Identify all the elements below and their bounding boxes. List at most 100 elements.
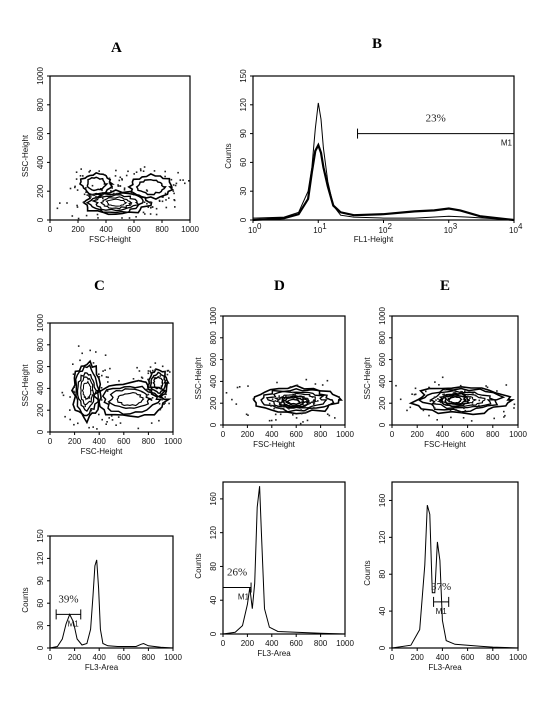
outlier-event-d bbox=[312, 400, 315, 402]
outlier-event-c bbox=[73, 423, 75, 426]
outlier-event-e bbox=[453, 389, 455, 392]
outlier-event-d bbox=[289, 391, 291, 393]
outlier-event-a bbox=[59, 202, 61, 204]
outlier-event-c bbox=[169, 371, 171, 373]
y-tick-label-a: 800 bbox=[36, 98, 45, 112]
x-tick-label-d2: 800 bbox=[314, 639, 328, 648]
y-axis-title-c2: Counts bbox=[21, 587, 30, 612]
x-tick-label-e: 200 bbox=[411, 430, 425, 439]
outlier-event-d bbox=[306, 419, 309, 422]
outlier-event-d bbox=[302, 421, 304, 423]
y-tick-label-b: 30 bbox=[239, 186, 248, 195]
gate-label-d2: M1 bbox=[238, 593, 250, 602]
outlier-event-a bbox=[142, 170, 145, 172]
outlier-event-d bbox=[291, 391, 294, 394]
outlier-event-c bbox=[81, 352, 83, 355]
outlier-event-a bbox=[146, 190, 149, 192]
outlier-event-c bbox=[153, 377, 156, 379]
outlier-event-d bbox=[247, 385, 249, 387]
outlier-event-d bbox=[278, 395, 280, 397]
y-tick-label-a: 0 bbox=[36, 217, 45, 222]
x-tick-label-e: 600 bbox=[461, 430, 475, 439]
outlier-event-e bbox=[496, 390, 498, 392]
outlier-event-e bbox=[454, 409, 457, 411]
y-tick-label-a: 1000 bbox=[36, 67, 45, 85]
outlier-event-e bbox=[474, 394, 477, 397]
x-tick-label-b: 10 bbox=[313, 226, 322, 235]
outlier-event-a bbox=[128, 217, 131, 219]
x-tick-label-a: 600 bbox=[127, 225, 141, 234]
outlier-event-c bbox=[168, 402, 170, 405]
outlier-event-c bbox=[161, 365, 164, 368]
outlier-event-c bbox=[149, 370, 152, 372]
x-axis-title-d: FSC-Height bbox=[253, 440, 296, 449]
outlier-event-a bbox=[116, 192, 118, 195]
y-tick-label-d: 400 bbox=[209, 374, 218, 388]
outlier-event-e bbox=[438, 384, 440, 386]
x-axis-title-a: FSC-Height bbox=[89, 235, 132, 244]
outlier-event-c bbox=[105, 423, 107, 425]
outlier-event-e bbox=[414, 387, 417, 390]
y-tick-label-e: 0 bbox=[378, 422, 387, 427]
outlier-event-a bbox=[161, 200, 164, 203]
y-tick-label-c: 800 bbox=[36, 338, 45, 352]
outlier-event-a bbox=[75, 171, 78, 173]
outlier-event-a bbox=[91, 193, 93, 196]
outlier-event-c bbox=[158, 403, 161, 405]
outlier-event-e bbox=[479, 396, 482, 399]
outlier-event-e bbox=[434, 407, 436, 409]
x-tick-label-a: 400 bbox=[99, 225, 113, 234]
x-tick-label-b: 10 bbox=[379, 226, 388, 235]
outlier-event-e bbox=[441, 376, 444, 379]
outlier-event-c bbox=[136, 366, 138, 369]
outlier-event-e bbox=[413, 393, 416, 396]
outlier-event-a bbox=[88, 171, 90, 173]
outlier-event-d bbox=[245, 413, 248, 416]
outlier-event-a bbox=[83, 193, 86, 196]
panel-c2: 0 200 400 600 800 1000 0 30 60 90 120 150 FL3-Area Co… bbox=[21, 529, 182, 672]
outlier-event-a bbox=[142, 211, 145, 214]
y-tick-label-b: 0 bbox=[239, 217, 248, 222]
outlier-event-e bbox=[436, 419, 438, 421]
outlier-event-a bbox=[121, 179, 123, 181]
outlier-event-d bbox=[303, 395, 305, 398]
gate-label-e2: M1 bbox=[436, 607, 448, 616]
contour-line-a bbox=[127, 172, 174, 200]
y-tick-label-c: 0 bbox=[36, 429, 45, 434]
outlier-event-a bbox=[174, 206, 176, 208]
outlier-event-a bbox=[173, 192, 175, 195]
outlier-event-c bbox=[110, 415, 113, 417]
panel-d: 0 200 400 600 800 1000 0 200 400 600 800 1000 FSC-He… bbox=[194, 307, 354, 449]
histogram-series-e2-1 bbox=[391, 504, 519, 649]
outlier-event-d bbox=[280, 407, 282, 410]
outlier-event-d bbox=[238, 386, 241, 388]
outlier-event-c bbox=[138, 370, 141, 372]
outlier-event-a bbox=[96, 213, 99, 216]
outlier-event-c bbox=[69, 409, 71, 411]
outlier-event-a bbox=[127, 170, 129, 173]
contour-line-c bbox=[149, 371, 167, 394]
x-axis-title-d2: FL3-Area bbox=[257, 649, 291, 658]
outlier-event-c bbox=[92, 426, 94, 428]
outlier-event-c bbox=[167, 369, 170, 372]
y-tick-label-d2: 40 bbox=[209, 595, 218, 604]
y-tick-label-c2: 90 bbox=[36, 576, 45, 585]
outlier-event-a bbox=[82, 201, 85, 203]
outlier-event-d bbox=[282, 407, 285, 410]
outlier-event-e bbox=[395, 384, 397, 387]
outlier-event-c bbox=[69, 396, 71, 398]
outlier-event-a bbox=[121, 178, 123, 180]
gate-percent-e2: 37% bbox=[431, 581, 451, 593]
x-axis-title-b: FL1-Height bbox=[354, 235, 394, 244]
outlier-event-a bbox=[103, 174, 106, 176]
x-tick-label-c2: 200 bbox=[68, 653, 82, 662]
outlier-event-d bbox=[306, 399, 308, 401]
outlier-event-d bbox=[276, 381, 278, 384]
contour-line-c bbox=[81, 380, 92, 401]
y-tick-label-c2: 150 bbox=[36, 529, 45, 543]
outlier-event-c bbox=[107, 381, 109, 383]
panel-letter-a: A bbox=[111, 40, 122, 56]
outlier-event-a bbox=[151, 206, 154, 208]
outlier-event-c bbox=[117, 416, 120, 418]
outlier-event-d bbox=[289, 386, 292, 388]
